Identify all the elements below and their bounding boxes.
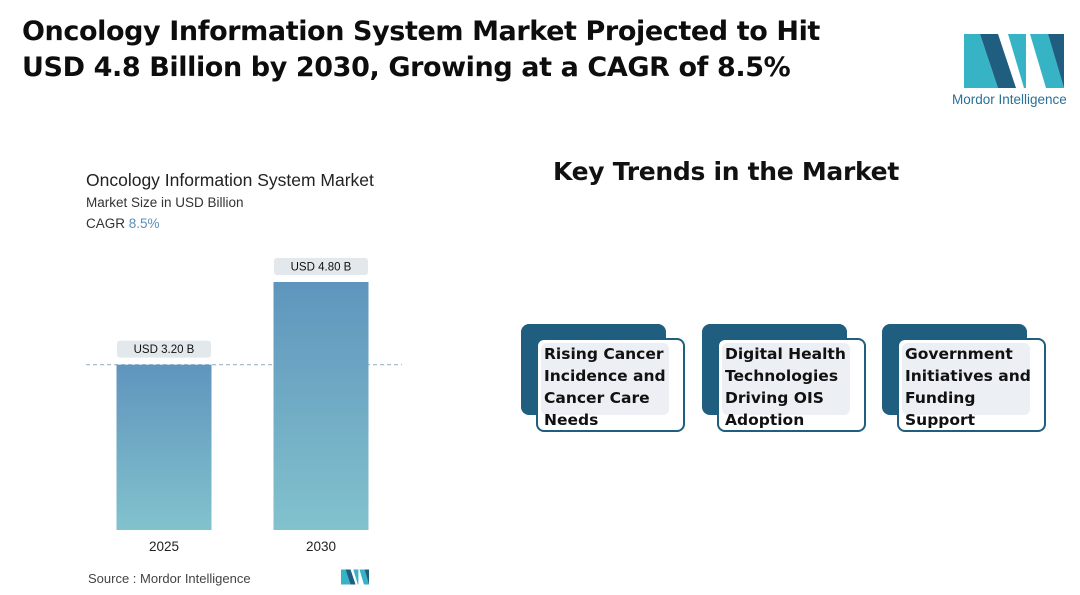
trend-card-panel (902, 343, 1030, 415)
trend-card-label: Digital Health Technologies Driving OIS … (725, 345, 846, 429)
trends-title: Key Trends in the Market (553, 157, 899, 186)
brand-name: Mordor Intelligence (952, 92, 1067, 107)
trend-card-panel (722, 343, 850, 415)
brand-logo: Mordor Intelligence (952, 34, 1076, 110)
bar-2025 (116, 364, 212, 530)
headline-line-2: USD 4.8 Billion by 2030, Growing at a CA… (22, 52, 791, 83)
bar-2030 (273, 282, 369, 530)
mordor-logo-icon (964, 34, 1064, 88)
data-label-bg (274, 258, 368, 275)
data-label: USD 4.80 B (291, 262, 352, 274)
data-label: USD 3.20 B (134, 344, 195, 356)
cagr-label: CAGR (86, 216, 126, 231)
x-tick-label: 2030 (306, 539, 336, 554)
data-label-bg (117, 340, 211, 358)
source-logo-icon (341, 569, 369, 585)
trend-card-label: Government Initiatives and Funding Suppo… (905, 345, 1031, 429)
headline: Oncology Information System Market Proje… (22, 14, 922, 86)
x-tick-label: 2025 (149, 539, 179, 554)
trend-card-label: Rising Cancer Incidence and Cancer Care … (544, 345, 666, 429)
cagr-value: 8.5% (128, 216, 160, 231)
headline-line-1: Oncology Information System Market Proje… (22, 16, 820, 47)
trend-card-panel (541, 343, 669, 415)
chart-title: Oncology Information System Market (86, 170, 374, 190)
chart-source: Source : Mordor Intelligence (88, 571, 251, 586)
chart-cagr: CAGR 8.5% (86, 216, 160, 231)
chart-subtitle: Market Size in USD Billion (86, 195, 244, 210)
